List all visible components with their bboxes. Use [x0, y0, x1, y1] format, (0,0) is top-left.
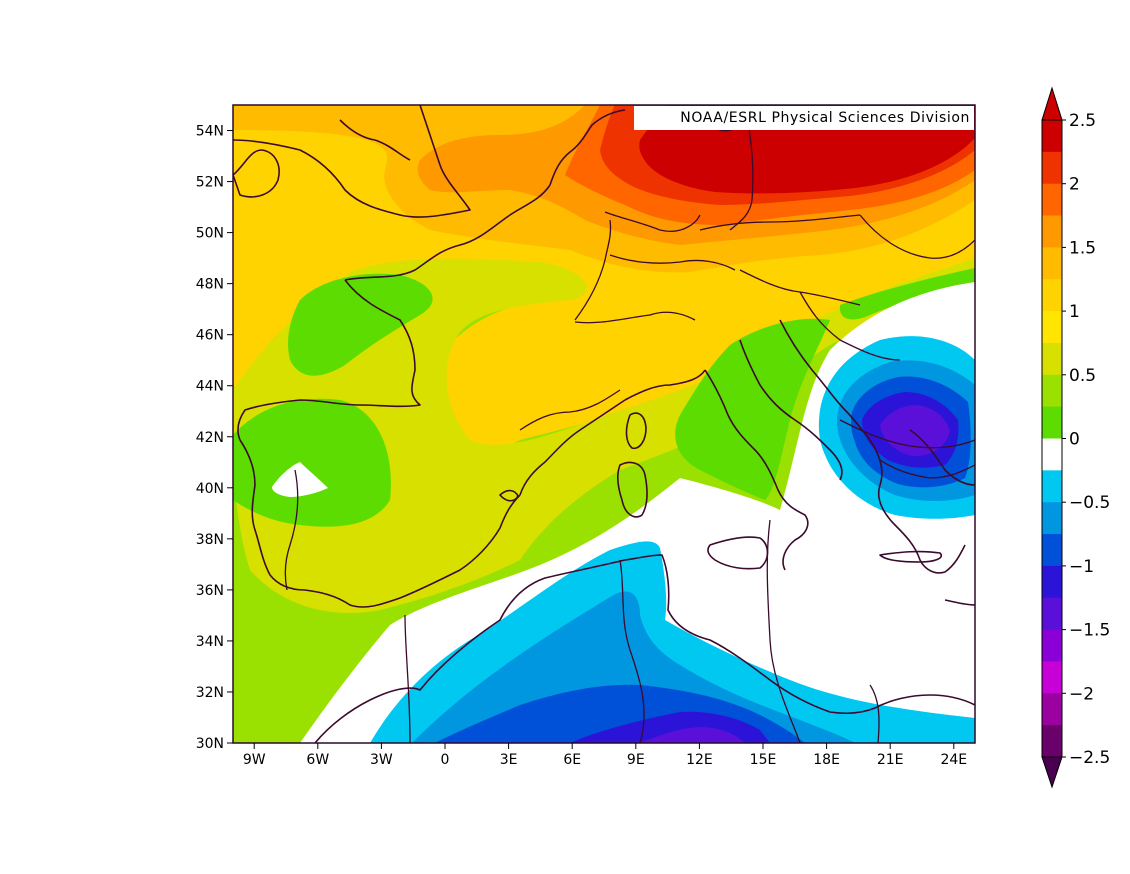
coast-corsica [625, 412, 647, 450]
coast-ireland [233, 149, 280, 198]
lat-tick-label: 36N [196, 583, 224, 599]
lat-tick-label: 30N [196, 736, 224, 752]
coast-italy-west [704, 369, 809, 571]
colorbar-top-arrow [1041, 86, 1063, 121]
colorbar-label: 2.5 [1069, 111, 1096, 131]
coast-adriatic-east [779, 319, 871, 441]
contour-0.5-adriatic [675, 318, 830, 500]
colorbar-label: −2.5 [1069, 748, 1110, 768]
colorbar-label: 1 [1069, 302, 1080, 322]
lon-tick-label: 18E [813, 752, 840, 768]
credit-box: NOAA/ESRL Physical Sciences Division [634, 106, 974, 130]
colorbar-swatch [1042, 183, 1062, 217]
lon-tick-label: 0 [441, 752, 450, 768]
coast-crete [879, 550, 942, 563]
coast-greece [869, 439, 966, 574]
lon-tick-label: 6E [563, 752, 581, 768]
coast-aegean [909, 429, 975, 486]
colorbar-swatch [1042, 534, 1062, 567]
contour-0.5-southwest [233, 398, 391, 527]
lon-axis: 9W 6W 3W 0 3E 6E 9E 12E 15E 18E 21E 24E [243, 743, 967, 768]
contour-0-portugal [272, 462, 328, 497]
coast-netherlands [549, 109, 626, 186]
lat-tick-label: 42N [196, 430, 224, 446]
lat-tick-label: 44N [196, 379, 224, 395]
colorbar-swatch [1042, 120, 1062, 153]
contour-neg-2.5-africa [640, 727, 745, 743]
coast-spain-south [304, 494, 521, 608]
colorbar-swatch [1042, 629, 1062, 662]
colorbar-label: 2 [1069, 175, 1080, 195]
lon-tick-label: 3W [370, 752, 393, 768]
lat-tick-label: 38N [196, 532, 224, 548]
lon-tick-label: 9W [243, 752, 266, 768]
lon-tick-label: 3E [500, 752, 518, 768]
colorbar-swatch [1042, 406, 1062, 439]
coast-italy-east [739, 339, 843, 481]
colorbar-label: −1 [1069, 557, 1094, 577]
colorbar-swatch [1042, 661, 1062, 694]
colorbar-swatch [1042, 311, 1062, 344]
lat-tick-label: 40N [196, 481, 224, 497]
colorbar-swatch [1042, 693, 1062, 726]
colorbar-label: 0.5 [1069, 366, 1096, 386]
lon-tick-label: 21E [877, 752, 904, 768]
map-frame [232, 104, 976, 744]
colorbar-swatch [1042, 597, 1062, 631]
lat-tick-label: 34N [196, 634, 224, 650]
lat-tick-label: 50N [196, 226, 224, 242]
colorbar-swatch [1042, 725, 1062, 758]
coast-sardinia [617, 461, 648, 518]
contour-0.5-france-west [288, 273, 433, 376]
colorbar-swatch [1042, 502, 1062, 535]
coast-portugal [239, 439, 306, 591]
coast-spain-east [519, 399, 626, 496]
colorbar: 2.5 2 1.5 1 0.5 0 −0.5 −1 −1.5 −2 −2.5 [1041, 86, 1110, 789]
country-borders [284, 105, 975, 743]
colorbar-swatch [1042, 247, 1062, 280]
colorbar-bottom-arrow [1041, 756, 1063, 789]
colorbar-swatch [1042, 151, 1062, 185]
lat-tick-label: 52N [196, 175, 224, 191]
lat-tick-label: 54N [196, 124, 224, 140]
colorbar-swatch [1042, 470, 1062, 503]
map-area [233, 105, 975, 743]
contour-0-mediterranean [300, 282, 975, 743]
colorbar-label: −2 [1069, 684, 1094, 704]
colorbar-swatch [1042, 374, 1062, 408]
coast-turkey [944, 599, 975, 606]
colorbar-swatch [1042, 279, 1062, 312]
lon-tick-label: 15E [750, 752, 777, 768]
lon-tick-label: 24E [940, 752, 967, 768]
contour-0.5-alps-east [839, 268, 975, 320]
coast-france-channel [344, 184, 551, 281]
colorbar-swatch [1042, 342, 1062, 376]
lat-axis: 30N 32N 34N 36N 38N 40N 42N 44N 46N 48N 50N 52N 54N [196, 124, 233, 752]
coast-balearic [499, 489, 519, 502]
lon-tick-label: 6W [306, 752, 329, 768]
colorbar-label: −1.5 [1069, 621, 1110, 641]
coast-france-south [624, 369, 706, 401]
lat-tick-label: 32N [196, 685, 224, 701]
colorbar-label: 0 [1069, 430, 1080, 450]
lat-tick-label: 46N [196, 328, 224, 344]
colorbar-swatch [1042, 565, 1062, 599]
coast-biscay [237, 279, 421, 441]
lon-tick-label: 12E [686, 752, 713, 768]
lat-tick-label: 48N [196, 277, 224, 293]
credit-text: NOAA/ESRL Physical Sciences Division [680, 110, 970, 126]
colorbar-label: −0.5 [1069, 493, 1110, 513]
colorbar-label: 1.5 [1069, 238, 1096, 258]
colorbar-swatch [1042, 215, 1062, 248]
coast-sicily [707, 536, 769, 570]
coast-britain [233, 105, 471, 218]
colorbar-swatch [1042, 438, 1062, 471]
lon-tick-label: 9E [627, 752, 645, 768]
coast-north-africa [314, 554, 975, 743]
